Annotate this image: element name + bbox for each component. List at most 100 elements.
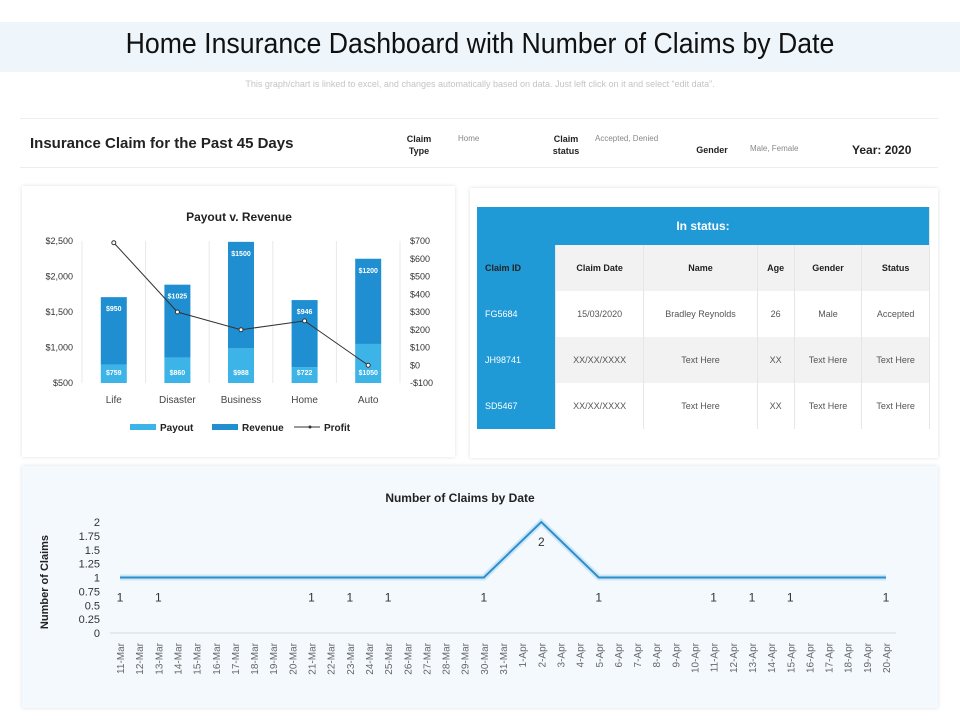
bar-value-label: $722 — [297, 370, 313, 377]
x-tick-label: 13-Mar — [154, 642, 165, 674]
data-label: 1 — [787, 591, 794, 605]
filter-value[interactable]: Male, Female — [750, 144, 799, 153]
page-title: Home Insurance Dashboard with Number of … — [125, 28, 835, 60]
y-tick-label: 1.75 — [79, 531, 100, 543]
table-cell: XX/XX/XXXX — [555, 337, 645, 383]
table-cell: Text Here — [861, 337, 930, 383]
filter-label: Gender — [696, 145, 728, 155]
data-label: 1 — [749, 591, 756, 605]
profit-point — [238, 327, 244, 333]
y2-tick-label: $100 — [410, 343, 430, 353]
y-tick-label: 2 — [94, 517, 100, 529]
x-tick-label: 12-Mar — [135, 642, 146, 674]
x-tick-label: 29-Mar — [461, 642, 472, 674]
data-label: 1 — [481, 591, 488, 605]
filter-bar — [20, 118, 938, 168]
x-tick-label: 20-Apr — [882, 642, 893, 673]
chart-title: Number of Claims by Date — [385, 491, 535, 505]
table-cell: Text Here — [643, 337, 758, 383]
bar-value-label: $946 — [297, 309, 313, 316]
table-cell: SD5467 — [477, 383, 556, 429]
x-tick-label: 3-Apr — [556, 642, 567, 667]
profit-point — [302, 318, 308, 324]
x-tick-label: 26-Mar — [403, 642, 414, 674]
table-cell: Name — [643, 245, 758, 291]
x-tick-label: 17-Apr — [825, 642, 836, 673]
y2-tick-label: $0 — [410, 360, 420, 370]
table-cell: Text Here — [794, 383, 863, 429]
legend-swatch — [130, 424, 156, 430]
table-cell: Gender — [794, 245, 863, 291]
bar — [100, 364, 127, 383]
x-tick-label: 17-Mar — [231, 642, 242, 674]
x-tick-label: 5-Apr — [595, 642, 606, 667]
profit-point — [111, 240, 117, 246]
x-tick-label: 23-Mar — [346, 642, 357, 674]
x-tick-label: Auto — [358, 395, 379, 406]
filter-value[interactable]: Home — [458, 134, 480, 143]
data-label: 1 — [346, 591, 353, 605]
filter-label: Claim status — [552, 134, 580, 156]
x-tick-label: 12-Apr — [729, 642, 740, 673]
table-cell: Male — [794, 291, 863, 337]
x-tick-label: 25-Mar — [384, 642, 395, 674]
x-tick-label: 19-Mar — [269, 642, 280, 674]
claims-line-shadow — [120, 517, 886, 581]
x-tick-label: 31-Mar — [499, 642, 510, 674]
filter-value[interactable]: Accepted, Denied — [595, 134, 659, 143]
x-tick-label: 19-Apr — [863, 642, 874, 673]
table-cell: Bradley Reynolds — [643, 291, 758, 337]
x-tick-label: 11-Mar — [116, 642, 127, 674]
x-tick-label: 8-Apr — [652, 642, 663, 667]
y2-tick-label: $300 — [410, 307, 430, 317]
table-cell: Status — [861, 245, 930, 291]
table-cell: Accepted — [861, 291, 930, 337]
bar-value-label: $1050 — [358, 370, 378, 377]
bar — [164, 284, 191, 358]
table-cell: FG5684 — [477, 291, 556, 337]
status-table: In status: Claim ID Claim Date Name Age Gend… — [477, 207, 930, 429]
x-tick-label: 27-Mar — [422, 642, 433, 674]
data-label: 1 — [883, 591, 890, 605]
bar — [164, 357, 191, 383]
bar-value-label: $1025 — [168, 294, 188, 301]
legend-swatch — [212, 424, 238, 430]
x-tick-label: 16-Mar — [212, 642, 223, 674]
bar-value-label: $1500 — [231, 251, 251, 258]
x-tick-label: Life — [106, 395, 123, 406]
table-cell: XX — [757, 337, 795, 383]
bar — [355, 258, 382, 344]
x-tick-label: 28-Mar — [442, 642, 453, 674]
data-label: 1 — [117, 591, 124, 605]
y-tick-label: 1.5 — [85, 545, 100, 557]
panel-title: Insurance Claim for the Past 45 Days — [30, 135, 294, 152]
table-cell: Text Here — [794, 337, 863, 383]
table-row: JH98741 XX/XX/XXXX Text Here XX Text Here Tex… — [477, 337, 930, 383]
y-tick-label: $1,000 — [45, 343, 73, 353]
x-tick-label: 30-Mar — [480, 642, 491, 674]
table-row: SD5467 XX/XX/XXXX Text Here XX Text Here Text… — [477, 383, 930, 429]
y-tick-label: $2,000 — [45, 272, 73, 282]
x-tick-label: 24-Mar — [365, 642, 376, 674]
x-tick-label: 14-Mar — [173, 642, 184, 674]
x-tick-label: 20-Mar — [288, 642, 299, 674]
y-tick-label: 1.25 — [79, 559, 100, 571]
y-tick-label: 0.25 — [79, 614, 100, 626]
x-tick-label: 22-Mar — [327, 642, 338, 674]
data-label: 1 — [710, 591, 717, 605]
legend-marker — [308, 425, 312, 429]
x-tick-label: Home — [291, 395, 318, 406]
bar-value-label: $988 — [233, 370, 249, 377]
y2-tick-label: -$100 — [410, 378, 433, 388]
table-cell: Age — [757, 245, 795, 291]
table-cell: XX — [757, 383, 795, 429]
x-tick-label: 14-Apr — [767, 642, 778, 673]
bar — [291, 300, 318, 368]
legend-label: Revenue — [242, 423, 284, 434]
y-axis-label: Number of Claims — [39, 535, 51, 629]
bar-value-label: $1200 — [358, 268, 378, 275]
year-label: Year: 2020 — [852, 143, 912, 157]
x-tick-label: 21-Mar — [308, 642, 319, 674]
